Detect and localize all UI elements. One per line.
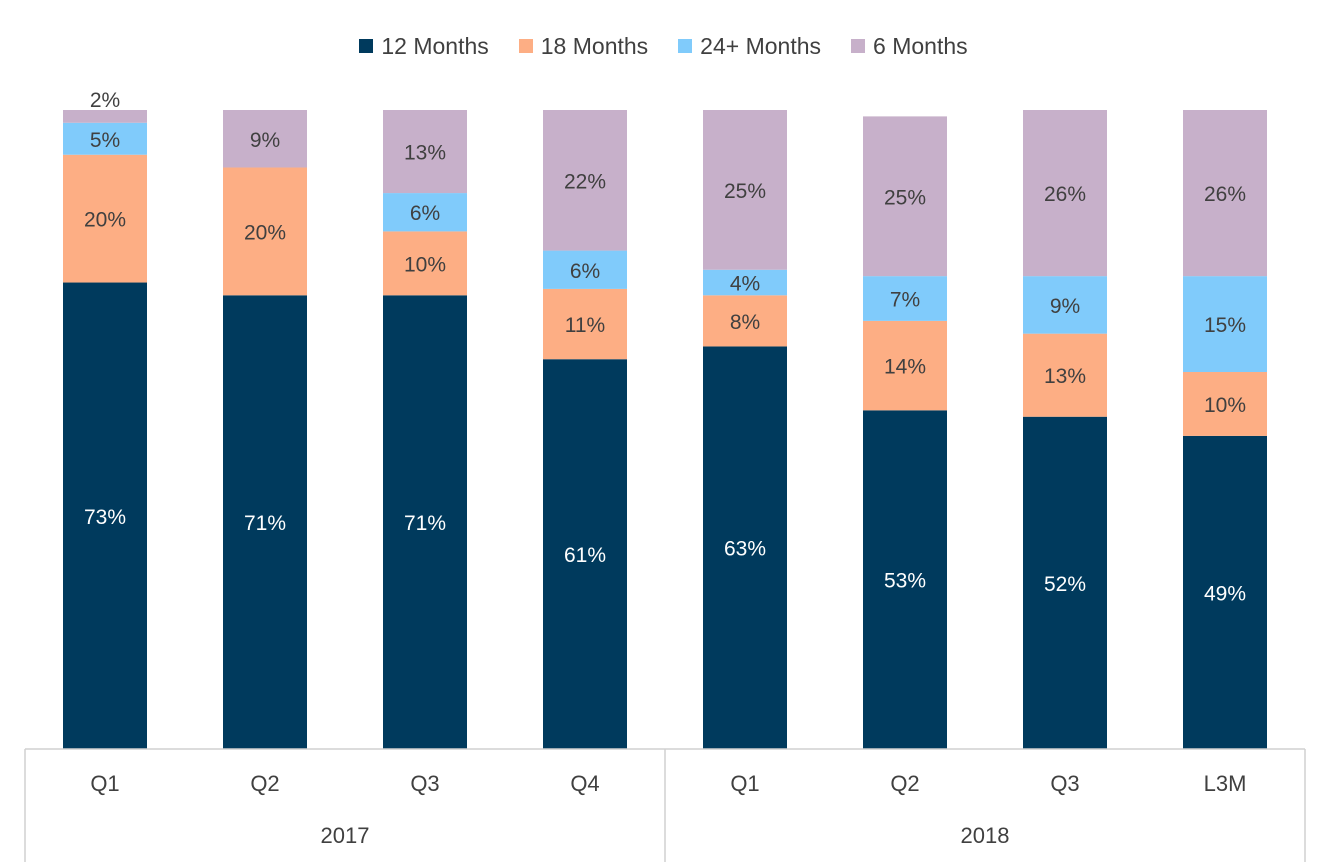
- data-label: 4%: [730, 273, 760, 296]
- data-label: 52%: [1044, 573, 1086, 596]
- bar-segment-12-months: [1023, 416, 1107, 749]
- bar-segment-18-months: [1023, 333, 1107, 417]
- data-label: 26%: [1204, 183, 1246, 206]
- data-label: 6%: [410, 202, 440, 225]
- data-label: 11%: [565, 314, 605, 337]
- group-label: 2018: [961, 823, 1010, 848]
- bar-segment-24-months: [383, 193, 467, 232]
- bar-segment-18-months: [863, 320, 947, 411]
- bar-segment-6-months: [223, 110, 307, 168]
- data-label: 15%: [1204, 314, 1246, 337]
- x-tick-label: Q1: [730, 771, 759, 796]
- data-label: 8%: [730, 311, 760, 334]
- legend-item-18-months: 18 Months: [518, 32, 649, 60]
- data-label: 20%: [84, 209, 126, 232]
- legend-swatch: [851, 39, 866, 53]
- legend-item-6-months: 6 Months: [851, 33, 968, 60]
- x-tick-label: Q2: [890, 771, 919, 796]
- bar-segment-24-months: [863, 276, 947, 321]
- data-label: 13%: [1044, 365, 1086, 388]
- bar-segment-12-months: [1183, 435, 1267, 749]
- bar-segment-6-months: [543, 110, 627, 251]
- bar-segment-6-months: [703, 110, 787, 270]
- bar-segment-24-months: [63, 122, 147, 155]
- bar-segment-6-months: [863, 116, 947, 277]
- data-label: 71%: [244, 512, 286, 535]
- data-label: 2%: [90, 89, 120, 112]
- x-tick-label: Q3: [410, 771, 439, 796]
- legend-item-12-months: 12 Months: [359, 32, 489, 60]
- bar-segment-12-months: [63, 282, 147, 749]
- legend-swatch: [678, 39, 693, 53]
- bar-segment-18-months: [703, 295, 787, 347]
- x-tick-label: Q1: [90, 771, 119, 796]
- bar-segment-12-months: [863, 410, 947, 749]
- data-label: 49%: [1204, 582, 1246, 605]
- data-label: 25%: [884, 186, 926, 209]
- data-label: 6%: [570, 260, 600, 283]
- bar-segment-6-months: [383, 110, 467, 194]
- data-label: 71%: [404, 512, 446, 535]
- bar-segment-12-months: [543, 359, 627, 749]
- legend-label: 18 Months: [540, 32, 649, 59]
- x-tick-label: Q2: [250, 771, 279, 796]
- data-label: 14%: [884, 356, 926, 379]
- data-label: 26%: [1044, 183, 1086, 206]
- data-label: 25%: [724, 180, 766, 203]
- data-label: 63%: [724, 538, 766, 561]
- data-label: 53%: [884, 570, 926, 593]
- data-label: 9%: [250, 129, 280, 152]
- x-tick-label: Q3: [1050, 771, 1079, 796]
- bar-segment-12-months: [383, 295, 467, 749]
- bar-segment-18-months: [1183, 371, 1267, 436]
- legend-label: 24+ Months: [700, 32, 822, 59]
- data-label: 10%: [404, 253, 446, 276]
- data-label: 61%: [564, 544, 606, 567]
- chart-legend: 12 Months 18 Months 24+ Months 6 Months: [0, 28, 1327, 64]
- bar-segment-6-months: [1023, 110, 1107, 277]
- group-label: 2017: [321, 823, 370, 848]
- data-label: 9%: [1050, 295, 1080, 318]
- bar-segment-24-months: [543, 250, 627, 289]
- bar-segment-6-months: [1183, 110, 1267, 277]
- bar-segment-6-months: [63, 110, 147, 123]
- legend-swatch: [518, 39, 533, 53]
- bar-segment-18-months: [223, 167, 307, 296]
- data-label: 73%: [84, 506, 126, 529]
- bar-segment-12-months: [223, 295, 307, 749]
- data-label: 13%: [404, 142, 446, 165]
- legend-label: 12 Months: [381, 32, 489, 59]
- bar-segment-18-months: [543, 288, 627, 360]
- legend-swatch: [359, 39, 374, 53]
- data-label: 20%: [244, 221, 286, 244]
- bar-segment-18-months: [63, 154, 147, 283]
- data-label: 10%: [1204, 394, 1246, 417]
- bar-segment-12-months: [703, 346, 787, 749]
- x-tick-label: Q4: [570, 771, 599, 796]
- data-label: 22%: [564, 170, 606, 193]
- legend-item-24-months: 24+ Months: [678, 33, 821, 60]
- data-label: 5%: [90, 129, 120, 152]
- bar-segment-24-months: [703, 269, 787, 296]
- data-label: 7%: [890, 289, 920, 312]
- bar-segment-24-months: [1183, 276, 1267, 372]
- legend-label: 6 Months: [873, 32, 968, 59]
- x-tick-label: L3M: [1204, 771, 1247, 796]
- bar-segment-24-months: [1023, 276, 1107, 334]
- bar-segment-18-months: [383, 231, 467, 296]
